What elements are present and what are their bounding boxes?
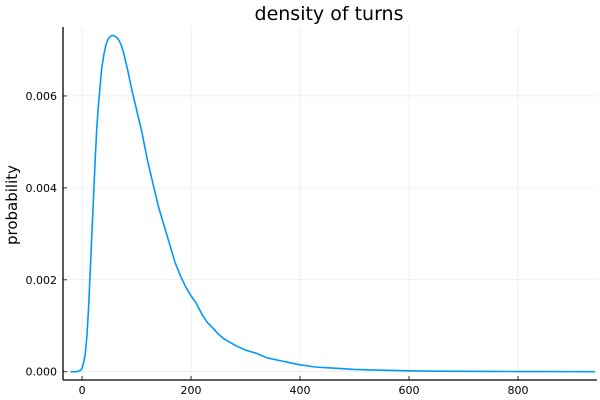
x-tick-label: 600 [399,384,420,397]
tick-layer: 0 200 400 600 800 0.000 0.002 0.004 0.006 [26,90,529,397]
series-layer [70,34,596,373]
x-tick-label: 200 [181,384,202,397]
y-tick-label: 0.006 [26,90,58,103]
density-series-line [70,34,596,373]
x-tick-label: 800 [507,384,528,397]
chart-title: density of turns [255,3,404,25]
x-tick-label: 400 [290,384,311,397]
y-tick-label: 0.000 [26,366,58,379]
axis-layer [62,27,597,381]
y-tick-label: 0.004 [26,182,58,195]
y-tick-label: 0.002 [26,274,58,287]
x-tick-label: 0 [79,384,86,397]
y-axis-label: probability [3,165,21,245]
